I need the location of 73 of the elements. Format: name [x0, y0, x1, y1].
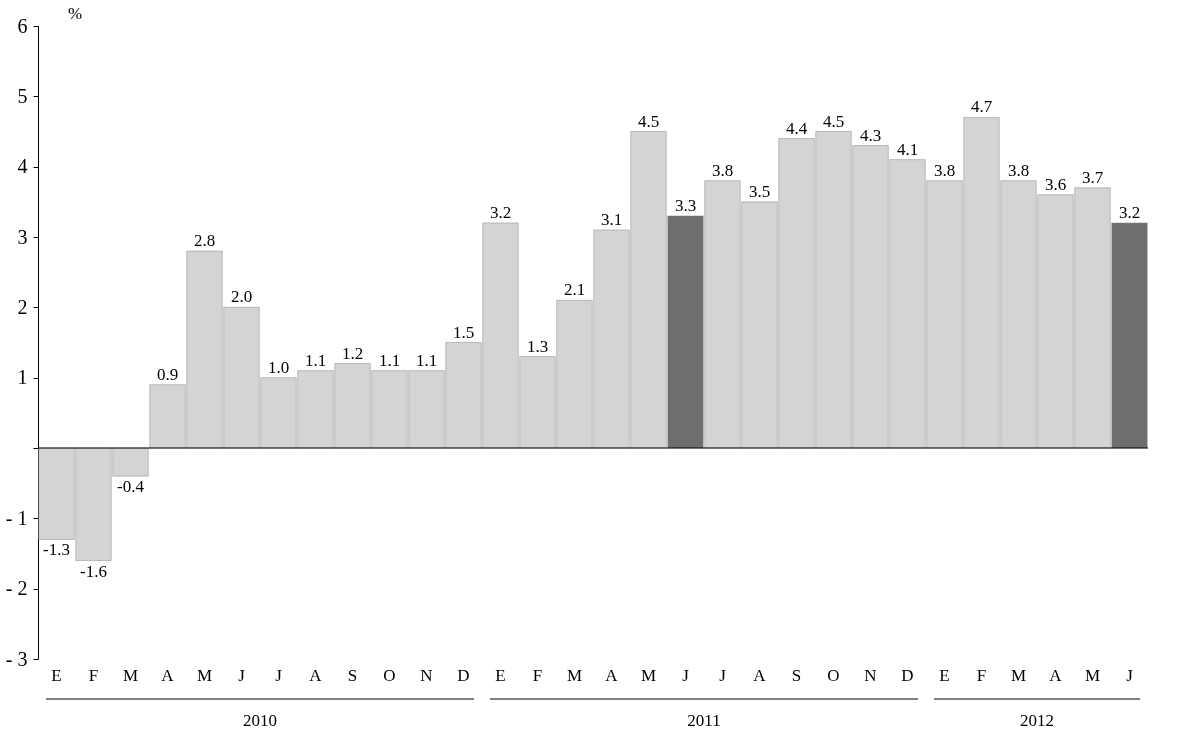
text: 2011 [687, 711, 721, 730]
x-tick-label: S [791, 665, 802, 685]
y-tick-label: 5 [17, 84, 28, 107]
x-tick-label: D [901, 665, 914, 685]
x-tick-label: D [457, 665, 470, 685]
data-label: 3.8 [933, 160, 956, 180]
data-label: 3.2 [1118, 202, 1141, 222]
x-tick-label: E [939, 665, 950, 685]
x-tick-label: S [347, 665, 358, 685]
x-tick-label: M [122, 665, 139, 685]
x-tick-label: J [275, 665, 283, 685]
x-tick-label: O [383, 665, 396, 685]
data-label: -0.4 [117, 477, 145, 497]
data-label: -1.6 [80, 561, 107, 581]
data-label: 3.2 [489, 202, 512, 222]
x-tick-label: N [420, 665, 433, 685]
data-label: 1.2 [341, 343, 364, 363]
x-tick-label: M [1010, 665, 1027, 685]
data-label: 3.6 [1044, 174, 1067, 194]
data-label: 3.5 [748, 181, 771, 201]
x-tick-label: A [309, 665, 323, 685]
data-label: 1.3 [526, 336, 549, 356]
x-tick-label: J [719, 665, 727, 685]
x-tick-label: F [88, 665, 99, 685]
x-tick-label: O [827, 665, 840, 685]
data-label: 4.7 [970, 97, 993, 117]
data-label: 1.1 [415, 350, 438, 370]
data-label: 3.7 [1081, 167, 1104, 187]
x-tick-label: M [640, 665, 657, 685]
data-label: 1.1 [378, 350, 401, 370]
data-label: 4.3 [859, 125, 882, 145]
data-label: 2.1 [563, 280, 586, 300]
x-tick-label: J [682, 665, 690, 685]
x-tick-label: F [532, 665, 543, 685]
data-label: 4.5 [637, 111, 660, 131]
x-tick-label: E [495, 665, 506, 685]
data-label: 3.8 [1007, 160, 1030, 180]
data-label: 1.1 [304, 350, 327, 370]
x-tick-label: A [605, 665, 619, 685]
data-label: 4.1 [896, 139, 919, 159]
x-tick-label: M [566, 665, 583, 685]
x-tick-label: A [1049, 665, 1063, 685]
y-tick-label: 4 [17, 155, 28, 178]
x-tick-label: J [1126, 665, 1134, 685]
data-label: 1.5 [452, 322, 475, 342]
x-tick-label: M [196, 665, 213, 685]
x-tick-label: A [161, 665, 175, 685]
x-tick-label: F [976, 665, 987, 685]
data-label: 2.0 [230, 287, 253, 307]
data-label: -1.3 [43, 540, 70, 560]
x-tick-label: M [1084, 665, 1101, 685]
text: 2012 [1020, 711, 1054, 730]
data-label: 3.3 [674, 195, 697, 215]
data-label: 1.0 [267, 357, 290, 377]
x-tick-label: E [51, 665, 62, 685]
data-label: 0.9 [156, 364, 179, 384]
data-label: 4.5 [822, 111, 845, 131]
x-tick-label: N [864, 665, 877, 685]
data-label: 2.8 [193, 231, 216, 251]
y-tick-label: 2 [17, 295, 28, 318]
x-tick-label: A [753, 665, 767, 685]
data-label: 4.4 [785, 118, 808, 138]
y-tick-label: 6 [17, 14, 28, 37]
text: 2010 [243, 711, 277, 730]
data-label: 3.8 [711, 160, 734, 180]
y-axis-title: % [68, 4, 83, 23]
y-tick-label: - 1 [5, 506, 28, 529]
x-tick-label: J [238, 665, 246, 685]
y-tick-label: - 2 [5, 577, 28, 600]
y-tick-label: 1 [17, 366, 28, 389]
data-label: 3.1 [600, 209, 623, 229]
y-tick-label: 3 [17, 225, 28, 248]
y-tick-label: - 3 [5, 647, 28, 670]
